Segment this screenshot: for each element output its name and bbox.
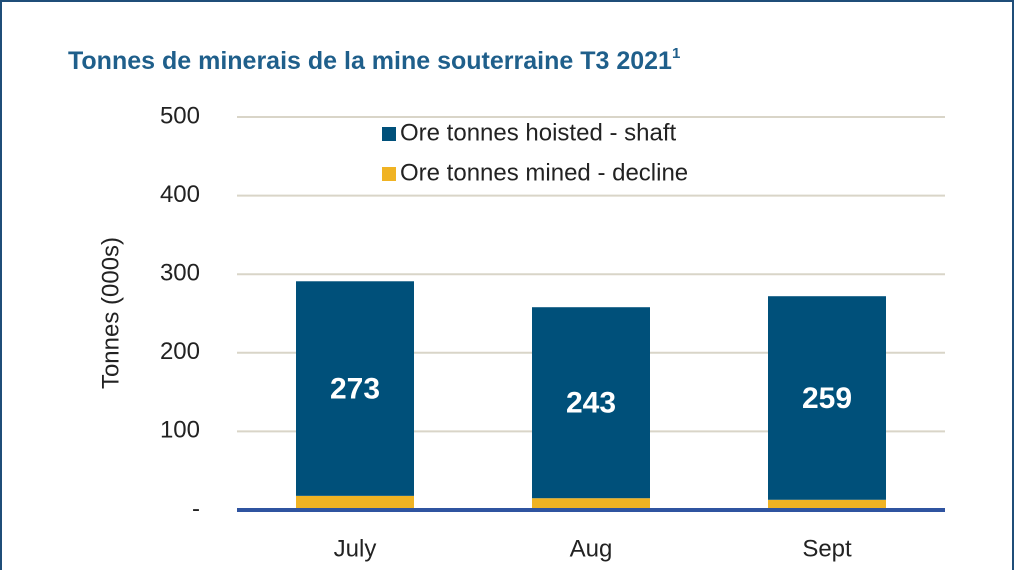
title-superscript: 1 — [672, 45, 680, 62]
y-tick-label: 500 — [160, 102, 200, 129]
bar-segment — [532, 498, 650, 510]
y-tick-label: 400 — [160, 181, 200, 208]
x-tick-label: Sept — [802, 535, 852, 562]
x-tick-label: Aug — [570, 535, 613, 562]
title-text: Tonnes de minerais de la mine souterrain… — [68, 47, 672, 75]
y-tick-label: 100 — [160, 417, 200, 444]
bar-segment — [532, 307, 650, 499]
bar-segment — [768, 499, 886, 510]
bar-segment — [296, 281, 414, 496]
x-tick-label: July — [334, 535, 377, 562]
data-label: 273 — [330, 372, 380, 405]
bar-segment — [768, 296, 886, 500]
data-label: 259 — [802, 382, 852, 415]
chart-title: Tonnes de minerais de la mine souterrain… — [68, 45, 680, 75]
y-axis-label: Tonnes (000s) — [97, 237, 124, 389]
y-tick-label: 200 — [160, 338, 200, 365]
legend-swatch — [382, 127, 396, 141]
y-tick-label: - — [192, 495, 200, 522]
y-tick-label: 300 — [160, 260, 200, 287]
legend-label: Ore tonnes mined - decline — [400, 159, 688, 186]
legend-swatch — [382, 167, 396, 181]
data-label: 243 — [566, 387, 616, 420]
legend-label: Ore tonnes hoisted - shaft — [400, 119, 676, 146]
bar-segment — [296, 495, 414, 510]
